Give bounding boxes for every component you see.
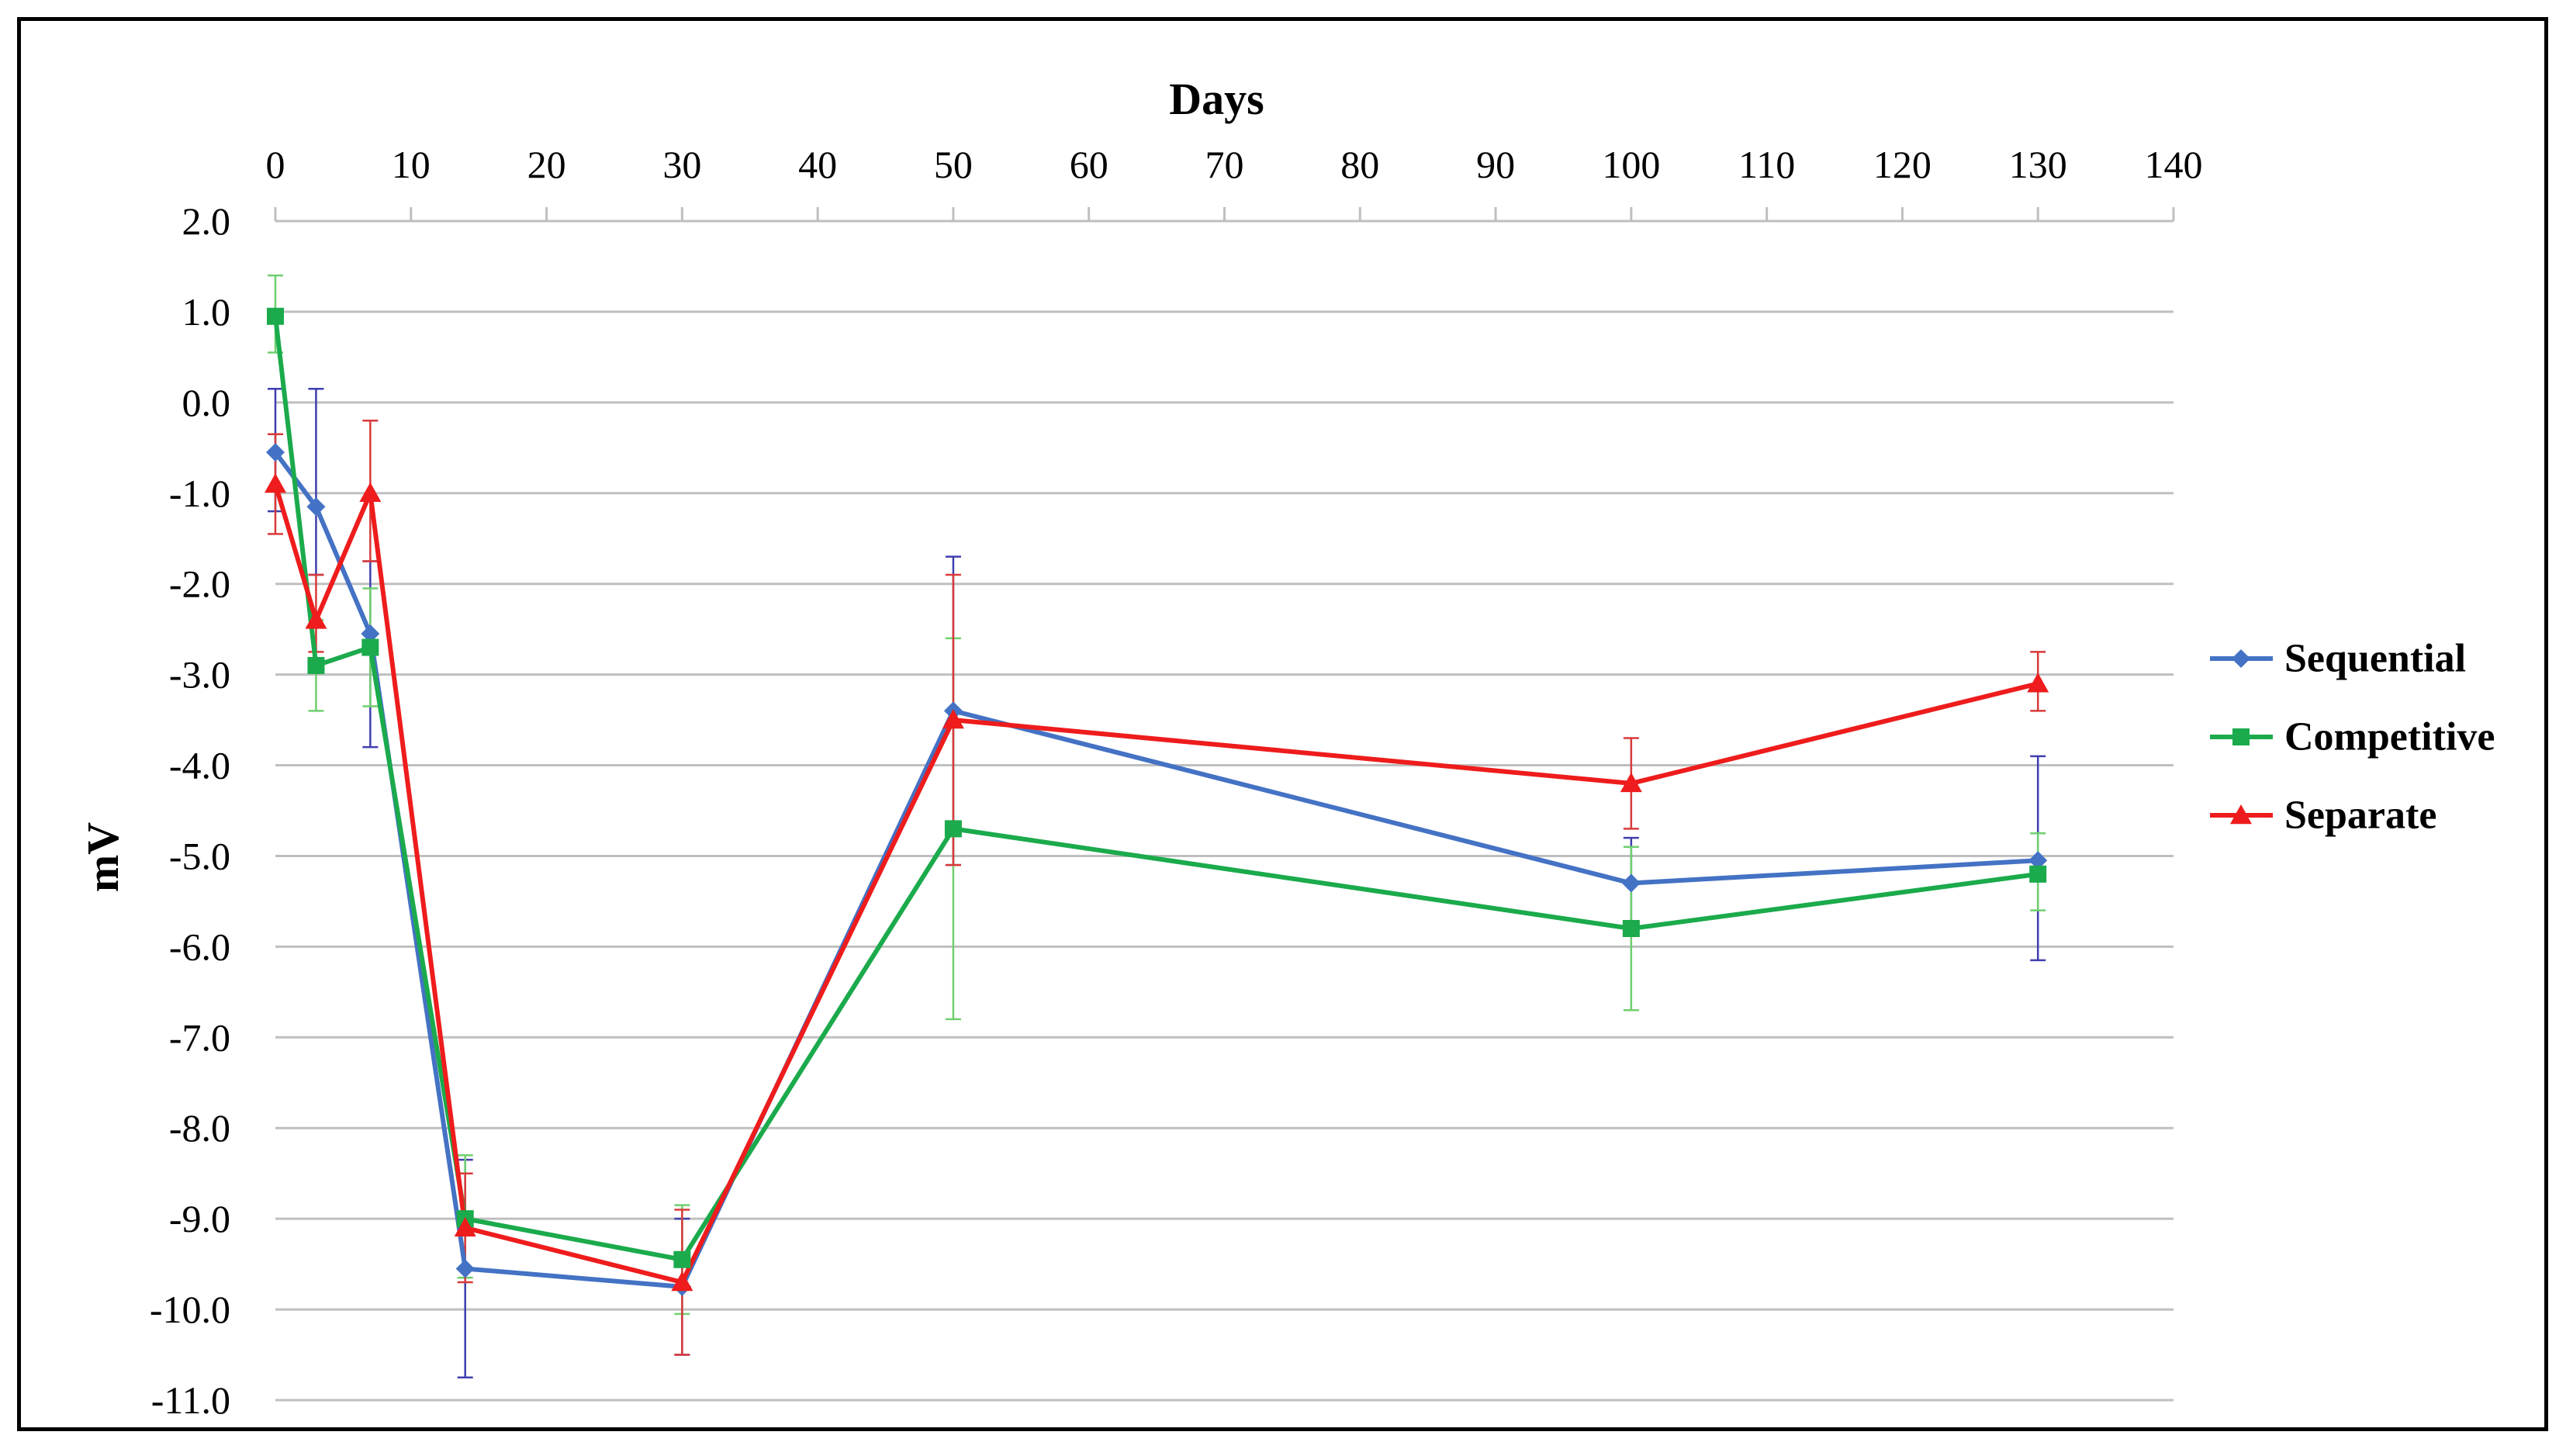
data-point-competitive <box>944 820 962 838</box>
chart-frame: 0 10 20 30 40 50 60 70 80 90 100 110 120 130 140 2.0 1.… <box>17 17 2548 1431</box>
legend-marker-sequential <box>2232 649 2250 668</box>
y-tick-label: 2.0 <box>182 199 231 243</box>
x-tick-label: 130 <box>2009 143 2067 186</box>
legend: Sequential Competitive Separate <box>2210 637 2495 838</box>
x-tick-labels: 0 10 20 30 40 50 60 70 80 90 100 110 120 130 140 <box>266 143 2203 186</box>
x-tick-label: 110 <box>1738 143 1795 186</box>
y-tick-label: -10.0 <box>150 1288 230 1331</box>
data-point-sequential <box>266 443 285 462</box>
y-axis-title: mV <box>78 822 128 892</box>
data-point-competitive <box>2029 865 2047 883</box>
y-tick-label: -5.0 <box>169 834 230 877</box>
data-point-sequential <box>306 497 326 517</box>
x-tick-label: 0 <box>266 143 285 186</box>
x-tick-label: 70 <box>1205 143 1244 186</box>
data-point-competitive <box>267 307 284 325</box>
data-point-competitive <box>1622 920 1640 937</box>
y-tick-label: -11.0 <box>151 1378 230 1422</box>
data-point-separate <box>305 609 327 629</box>
data-point-competitive <box>307 656 325 674</box>
data-point-sequential <box>1621 873 1641 893</box>
data-point-sequential <box>361 624 380 643</box>
data-markers <box>265 307 2049 1296</box>
data-point-competitive <box>361 638 379 656</box>
x-tick-label: 90 <box>1476 143 1515 186</box>
data-point-sequential <box>2028 851 2048 870</box>
x-tick-label: 20 <box>527 143 566 186</box>
y-tick-label: -2.0 <box>169 562 230 606</box>
data-point-separate <box>1620 772 1642 793</box>
data-point-sequential <box>455 1259 475 1278</box>
data-point-separate <box>454 1216 476 1237</box>
x-axis-title: Days <box>1169 74 1264 124</box>
data-point-separate <box>942 709 964 729</box>
y-tick-label: 0.0 <box>182 381 231 424</box>
x-tick-label: 50 <box>934 143 973 186</box>
data-point-separate <box>2027 673 2049 693</box>
x-axis <box>274 207 2175 223</box>
y-tick-label: 1.0 <box>182 290 231 334</box>
y-tick-labels: 2.0 1.0 0.0 -1.0 -2.0 -3.0 -4.0 -5.0 -6.0 -7.0 -8.… <box>150 199 230 1422</box>
y-tick-label: -6.0 <box>169 925 230 968</box>
y-tick-label: -7.0 <box>169 1015 230 1059</box>
x-tick-label: 10 <box>392 143 431 186</box>
series-line-competitive <box>273 316 2039 1262</box>
gridlines <box>275 310 2174 1402</box>
y-tick-label: -3.0 <box>169 653 230 697</box>
data-point-separate <box>359 482 382 502</box>
x-tick-label: 30 <box>662 143 701 186</box>
line-chart: 0 10 20 30 40 50 60 70 80 90 100 110 120 130 140 2.0 1.… <box>78 74 2495 1422</box>
x-tick-label: 60 <box>1070 143 1108 186</box>
y-tick-label: -8.0 <box>169 1106 230 1150</box>
data-point-separate <box>671 1271 693 1292</box>
y-tick-label: -4.0 <box>169 744 230 787</box>
data-point-competitive <box>673 1250 691 1268</box>
legend-label-competitive: Competitive <box>2284 715 2495 759</box>
legend-label-sequential: Sequential <box>2284 637 2466 681</box>
series-line-sequential <box>273 451 2039 1289</box>
series-lines <box>273 316 2039 1289</box>
series-line-separate <box>273 483 2039 1285</box>
y-tick-label: -1.0 <box>169 472 230 515</box>
data-point-separate <box>265 473 286 493</box>
legend-marker-separate <box>2230 804 2252 825</box>
legend-label-separate: Separate <box>2284 794 2436 838</box>
y-tick-label: -9.0 <box>169 1197 230 1240</box>
x-tick-label: 120 <box>1873 143 1931 186</box>
x-tick-label: 140 <box>2145 143 2203 186</box>
x-tick-label: 40 <box>798 143 837 186</box>
error-bars <box>268 274 2046 1379</box>
x-tick-label: 80 <box>1340 143 1379 186</box>
x-tick-label: 100 <box>1602 143 1660 186</box>
legend-marker-competitive <box>2232 728 2250 745</box>
